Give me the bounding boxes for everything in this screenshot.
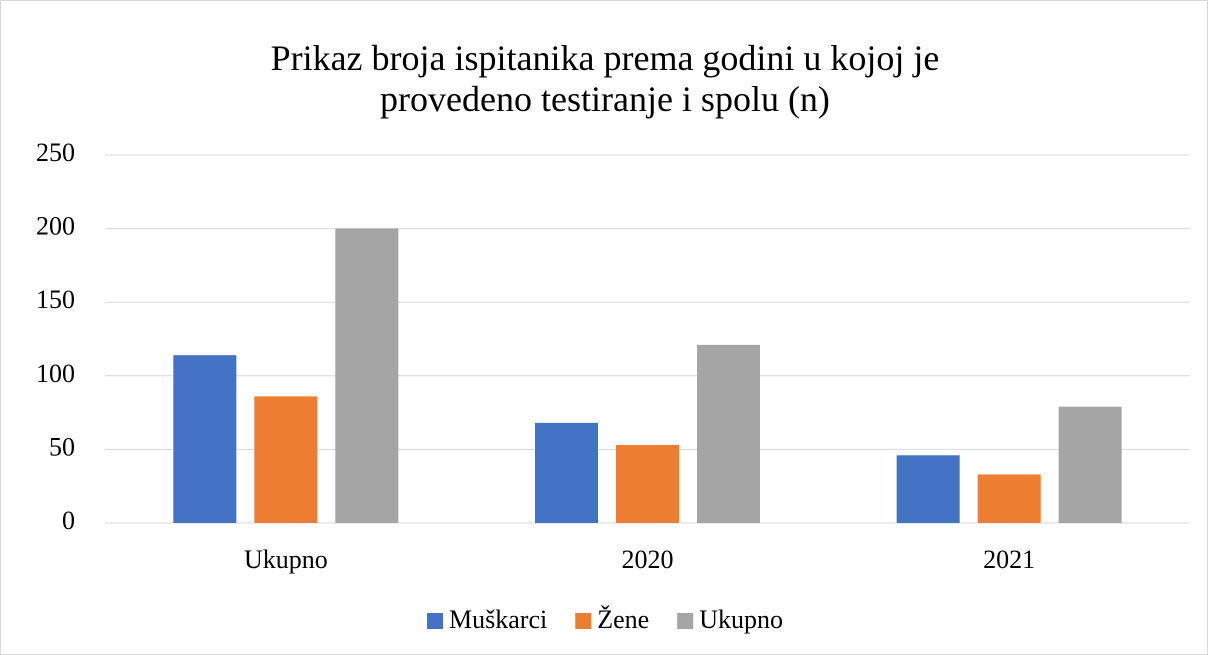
bar: [1058, 406, 1122, 523]
y-tick-label: 150: [36, 285, 75, 314]
x-tick-label: 2021: [983, 545, 1035, 574]
y-tick-label: 200: [36, 212, 75, 241]
x-tick-label: 2020: [622, 545, 674, 574]
legend-swatch: [677, 613, 694, 629]
bar: [335, 228, 399, 523]
legend-swatch: [575, 613, 592, 629]
y-tick-label: 0: [62, 506, 75, 535]
legend-swatch: [427, 613, 444, 629]
legend-label: Muškarci: [449, 605, 547, 634]
y-tick-label: 100: [36, 359, 75, 388]
y-tick-label: 250: [36, 138, 75, 167]
chart-title: Prikaz broja ispitanika prema godini u k…: [270, 38, 940, 119]
bar: [697, 344, 760, 523]
bar: [616, 444, 679, 523]
bar: [896, 455, 960, 523]
y-tick-label: 50: [49, 432, 75, 461]
bar: [254, 396, 318, 523]
legend-label: Ukupno: [699, 605, 783, 634]
x-tick-label: Ukupno: [244, 545, 328, 574]
bar: [173, 355, 237, 523]
legend-label: Žene: [597, 605, 649, 634]
bar: [977, 474, 1041, 523]
bar: [535, 422, 598, 523]
